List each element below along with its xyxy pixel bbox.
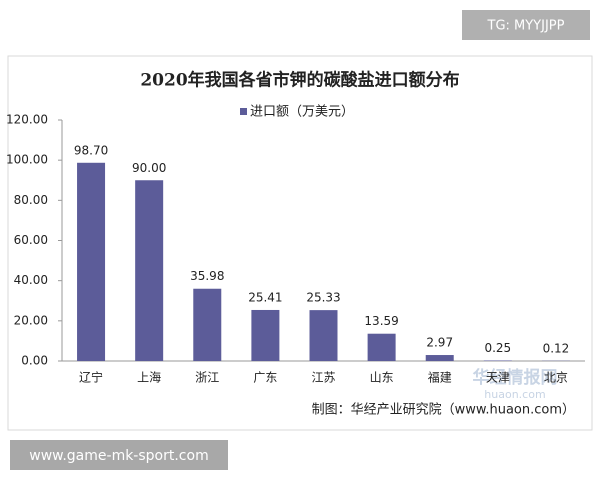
watermark: www.game-mk-sport.com [29,448,208,464]
x-tick-label: 江苏 [311,371,335,385]
x-tick-label: 辽宁 [79,370,103,385]
watermark-box [10,440,228,470]
watermark: 华经情报网 [473,367,558,388]
y-tick-label: 40.00 [14,273,48,287]
value-label: 0.12 [543,341,570,355]
bar [309,310,338,361]
y-tick-label: 20.00 [14,313,48,327]
y-tick-label: 0.00 [21,354,48,368]
y-tick-label: 60.00 [14,233,48,247]
bar [483,360,512,361]
value-label: 90.00 [132,161,166,175]
y-tick-label: 120.00 [6,113,48,127]
y-tick-label: 100.00 [6,153,48,167]
x-tick-label: 北京 [544,371,568,385]
bar [193,288,222,361]
x-tick-label: 上海 [137,370,161,385]
x-tick-label: 浙江 [195,371,219,385]
bar [251,309,280,361]
value-label: 98.70 [74,143,108,157]
value-label: 0.25 [484,341,511,355]
value-label: 25.33 [306,291,340,305]
watermark-box [462,10,590,40]
value-label: 2.97 [426,336,453,350]
chart-title: 2020年我国各省市钾的碳酸盐进口额分布 [140,70,459,91]
x-tick-label: 天津 [486,371,510,385]
value-label: 35.98 [190,269,224,283]
y-tick-label: 80.00 [14,193,48,207]
value-label: 25.41 [248,290,282,304]
bar [367,333,396,361]
legend-swatch [240,108,247,115]
watermark: TG: MYYJJPP [487,19,565,34]
watermark: huaon.com [484,388,545,401]
bar [425,355,454,361]
bar [135,180,164,361]
x-tick-label: 山东 [370,371,394,385]
x-tick-label: 广东 [253,371,277,385]
x-tick-label: 福建 [428,370,452,385]
chart-frame [7,55,593,431]
legend-label: 进口额（万美元） [250,105,354,120]
value-label: 13.59 [364,314,398,328]
bar [77,162,106,361]
source-note: 制图：华经产业研究院（www.huaon.com） [312,403,575,418]
